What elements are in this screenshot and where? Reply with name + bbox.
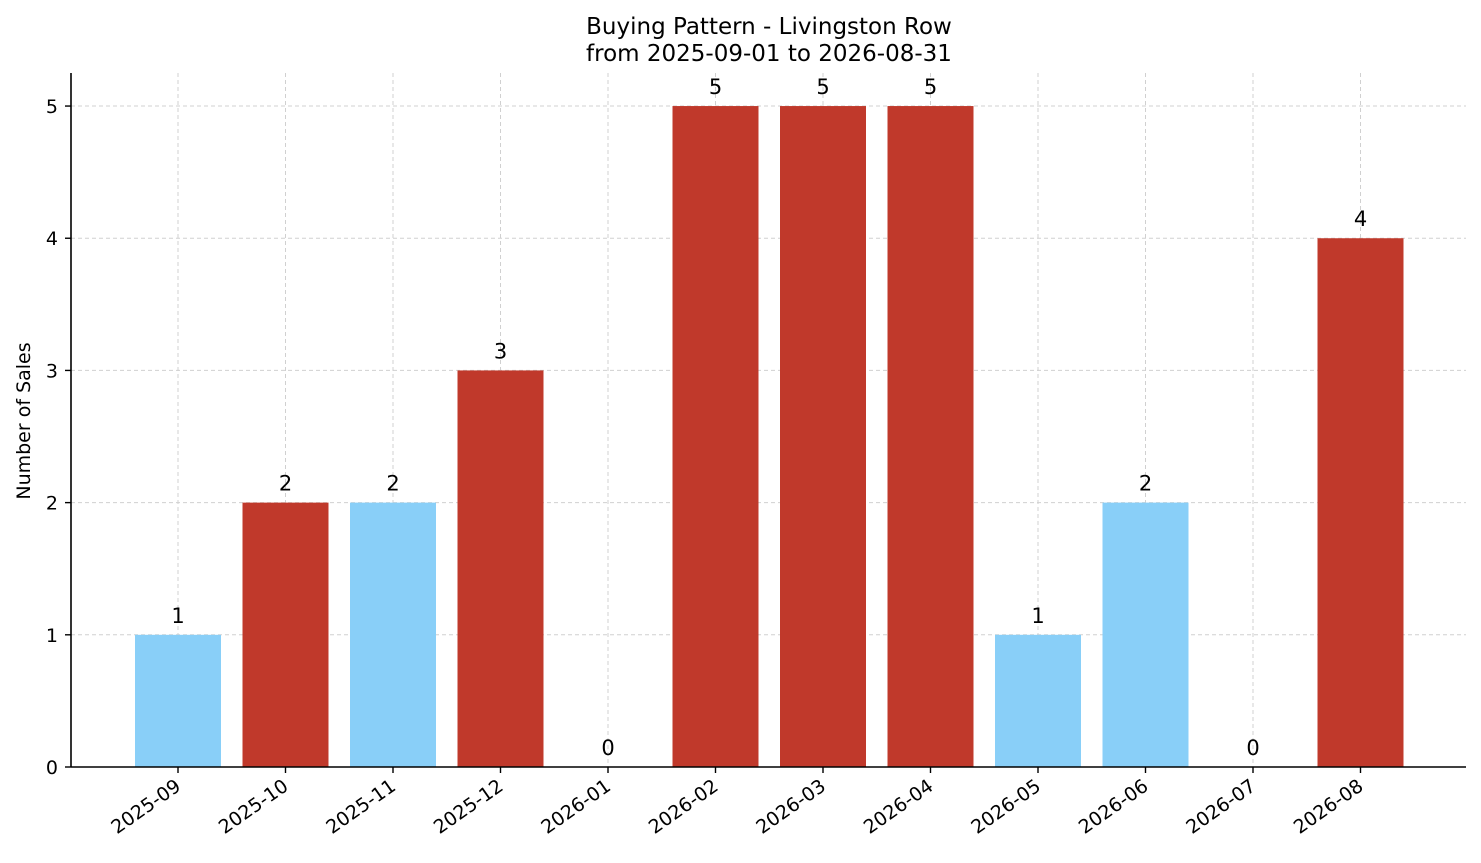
data-label: 3 [494,339,507,363]
y-tick-label: 4 [46,228,58,250]
bar [135,634,221,767]
bar [780,106,866,768]
bar [887,106,974,768]
bars [135,106,1404,768]
y-tick-label: 1 [46,625,58,647]
data-label: 1 [171,604,184,628]
y-axis-ticks: 0 1 2 3 4 5 [46,96,71,779]
data-label: 0 [601,736,614,760]
bar [672,106,759,768]
data-label: 1 [1031,604,1044,628]
bar [457,370,544,767]
y-tick-label: 3 [46,360,58,382]
y-tick-label: 5 [46,96,58,118]
data-label: 0 [1246,736,1259,760]
chart-subtitle: from 2025-09-01 to 2026-08-31 [586,41,952,67]
y-tick-label: 2 [46,493,58,515]
bar [350,502,436,767]
x-tick-label: 2026-08 [1290,775,1368,839]
data-label: 4 [1354,207,1367,231]
x-tick-label: 2025-11 [322,775,400,839]
x-tick-label: 2025-10 [215,775,293,839]
data-label: 5 [924,75,937,99]
bar [995,634,1081,767]
bar [1102,502,1189,767]
x-tick-label: 2026-04 [860,775,938,839]
data-label: 2 [1139,472,1152,496]
x-tick-label: 2026-07 [1182,775,1260,839]
data-labels: 1 2 2 3 0 5 5 5 1 2 0 4 [171,75,1367,760]
x-tick-label: 2026-03 [752,775,830,839]
y-tick-label: 0 [46,757,58,779]
x-axis-ticks: 2025-09 2025-10 2025-11 2025-12 2026-01 2026-… [107,767,1367,839]
x-tick-label: 2025-12 [430,775,508,839]
data-label: 5 [709,75,722,99]
chart-title: Buying Pattern - Livingston Row [586,14,952,40]
data-label: 2 [386,472,399,496]
data-label: 2 [279,472,292,496]
x-tick-label: 2026-01 [537,775,615,839]
x-tick-label: 2026-05 [967,775,1045,839]
data-label: 5 [816,75,829,99]
bar [1317,238,1404,767]
x-tick-label: 2025-09 [107,775,185,839]
bar [242,502,329,767]
x-tick-label: 2026-02 [645,775,723,839]
y-axis-label: Number of Sales [13,342,35,499]
x-tick-label: 2026-06 [1075,775,1153,839]
gridlines [71,73,1466,768]
